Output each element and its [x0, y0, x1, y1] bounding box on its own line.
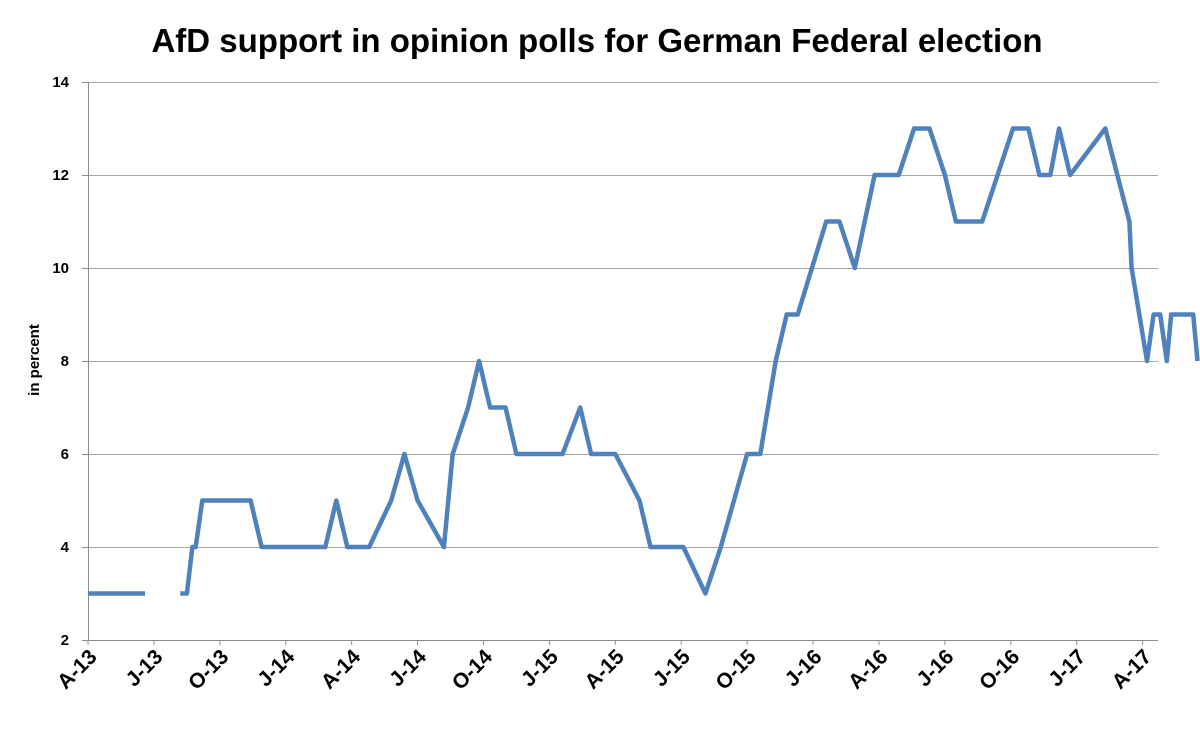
y-tick-label: 10: [52, 260, 69, 277]
x-tick-label: A-16: [844, 645, 892, 693]
y-axis-label: in percent: [26, 324, 43, 396]
x-tick-label: O-16: [975, 645, 1024, 694]
x-tick-label: O-14: [448, 645, 498, 695]
y-tick-label: 4: [61, 539, 70, 556]
x-tick-label: A-15: [580, 645, 629, 694]
y-tick-label: 8: [61, 353, 69, 370]
y-axis-ticks: 2 4 6 8 10 12 14: [52, 74, 69, 649]
x-axis-ticks: A-13 J-13 O-13 J-14 A-14 J-14 O-14 J-15 A-15 J-15…: [53, 645, 1156, 695]
x-tick-label: J-13: [121, 645, 167, 691]
series-line-afd-segment-2: [180, 126, 1200, 596]
y-tick-label: 6: [61, 446, 69, 463]
x-tick-label: J-17: [1044, 645, 1090, 691]
x-tick-label: A-14: [317, 645, 366, 694]
series-group: [88, 126, 1200, 596]
x-tick-label: A-17: [1108, 645, 1156, 693]
y-tick-label: 2: [61, 632, 69, 649]
gridlines: [88, 82, 1158, 548]
x-tick-label: O-15: [711, 645, 761, 695]
chart-title: AfD support in opinion polls for German …: [151, 22, 1042, 59]
axes: [82, 82, 1158, 645]
x-tick-label: J-16: [912, 645, 958, 691]
x-tick-label: J-16: [781, 645, 827, 691]
x-tick-label: O-13: [184, 645, 233, 694]
x-tick-label: J-15: [517, 645, 563, 691]
y-tick-label: 12: [52, 167, 69, 184]
x-tick-label: J-14: [253, 645, 299, 691]
x-tick-label: J-15: [649, 645, 695, 691]
y-tick-label: 14: [52, 74, 69, 91]
x-tick-label: A-13: [53, 645, 101, 693]
x-tick-label: J-14: [385, 645, 431, 691]
